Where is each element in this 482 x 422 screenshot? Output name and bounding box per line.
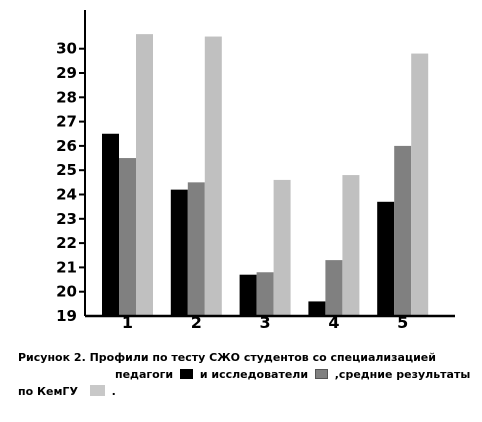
x-category-label: 5: [397, 313, 408, 330]
y-tick-label: 25: [56, 161, 77, 179]
y-tick-label: 26: [56, 137, 77, 155]
bar: [411, 53, 429, 317]
legend-swatch-light-gray: [89, 385, 105, 396]
bar: [187, 182, 205, 316]
bar: [394, 145, 412, 316]
y-tick-label: 29: [56, 64, 77, 82]
bar: [102, 133, 119, 316]
bar: [256, 272, 274, 316]
y-tick-label: 30: [56, 40, 77, 58]
bar: [273, 179, 291, 316]
caption-line-1: Рисунок 2. Профили по тесту СЖО студенто…: [18, 351, 436, 364]
caption-average: ,средние результаты: [334, 368, 471, 381]
bar: [239, 274, 257, 316]
legend-swatch-black: [179, 369, 193, 379]
legend-swatch-dark-gray: [314, 369, 328, 379]
caption-line-3: по КемГУ .: [18, 383, 468, 400]
bar: [136, 34, 153, 317]
x-category-label: 3: [260, 313, 271, 330]
bar: [377, 201, 395, 316]
y-tick-label: 19: [56, 307, 77, 325]
y-tick-label: 22: [56, 234, 77, 252]
x-category-label: 2: [191, 313, 202, 330]
y-tick-label: 28: [56, 88, 77, 106]
caption-group-2: и исследователи: [199, 368, 309, 381]
x-category-label: 1: [122, 313, 133, 330]
bar: [119, 158, 136, 316]
x-category-label: 4: [328, 313, 339, 330]
caption-period: .: [111, 385, 116, 398]
bar: [204, 36, 222, 317]
caption-line-2: педагоги и исследователи ,средние резуль…: [18, 366, 471, 383]
bar: [170, 189, 188, 316]
y-tick-label: 24: [56, 186, 77, 204]
y-tick-label: 27: [56, 113, 77, 131]
caption-university: по КемГУ: [18, 385, 78, 398]
y-tick-label: 20: [56, 283, 77, 301]
y-axis: 19 20 21 22 23 24 25 26 27 28 29 30: [56, 10, 86, 325]
y-tick-label: 21: [56, 258, 77, 276]
figure-caption: Рисунок 2. Профили по тесту СЖО студенто…: [18, 349, 471, 400]
bar: [325, 260, 343, 316]
bars: [102, 34, 429, 317]
caption-group-1: педагоги: [115, 368, 174, 381]
x-axis: 1 2 3 4 5: [85, 313, 455, 330]
y-tick-label: 23: [56, 210, 77, 228]
bar: [308, 301, 326, 316]
bar: [342, 175, 360, 316]
